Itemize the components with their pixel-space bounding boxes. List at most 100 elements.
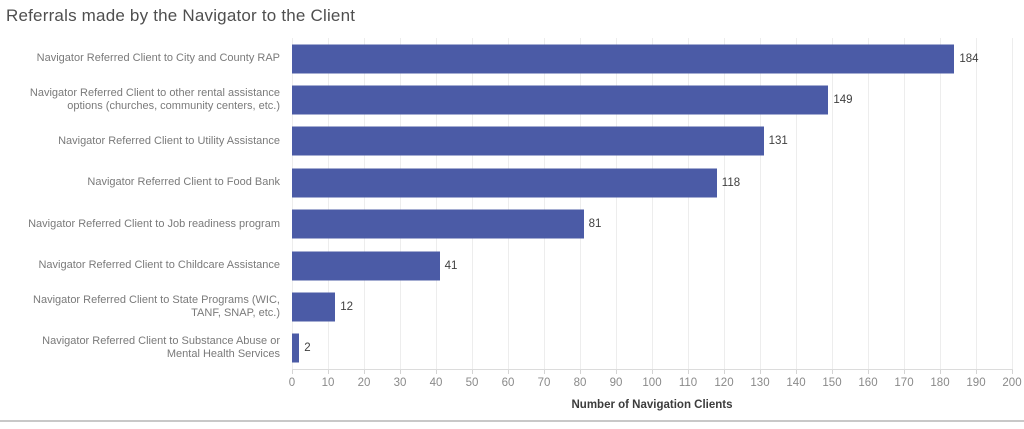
gridline-120 [724, 38, 725, 369]
x-tick-label-70: 70 [537, 377, 551, 389]
bar-5[interactable] [292, 251, 440, 281]
bar-value-label: 41 [444, 259, 458, 272]
gridline-10 [328, 38, 329, 369]
gridline-170 [904, 38, 905, 369]
x-tick-label-0: 0 [288, 377, 296, 389]
gridline-190 [976, 38, 977, 369]
gridline-100 [652, 38, 653, 369]
x-tick-label-50: 50 [465, 377, 479, 389]
x-tick-label-150: 150 [822, 377, 842, 389]
x-tick-label-160: 160 [858, 377, 878, 389]
x-tick-label-120: 120 [714, 377, 734, 389]
bar-value-label: 118 [721, 176, 741, 189]
gridline-160 [868, 38, 869, 369]
card-bottom-border [0, 420, 1024, 422]
x-tick-label-80: 80 [573, 377, 587, 389]
bar-0[interactable] [292, 44, 955, 74]
category-label: Navigator Referred Client to Substance A… [42, 335, 280, 361]
x-tick-mark-30 [400, 370, 401, 374]
gridline-60 [508, 38, 509, 369]
x-tick-mark-200 [1012, 370, 1013, 374]
bar-3[interactable] [292, 168, 717, 198]
gridline-200 [1012, 38, 1013, 369]
chart-title: Referrals made by the Navigator to the C… [6, 6, 356, 25]
category-axis: Navigator Referred Client to City and Co… [0, 38, 287, 369]
bar-7[interactable] [292, 333, 300, 363]
x-tick-label-100: 100 [642, 377, 662, 389]
category-label: Navigator Referred Client to City and Co… [36, 52, 280, 65]
bar-value-label: 2 [304, 342, 311, 355]
bar-row: 41 [292, 245, 1012, 286]
x-tick-mark-80 [580, 370, 581, 374]
x-tick-label-180: 180 [930, 377, 950, 389]
gridline-80 [580, 38, 581, 369]
x-tick-mark-100 [652, 370, 653, 374]
x-tick-mark-0 [292, 370, 293, 374]
bar-value-label: 184 [959, 52, 979, 65]
x-tick-mark-20 [364, 370, 365, 374]
bar-1[interactable] [292, 85, 829, 115]
bar-4[interactable] [292, 209, 584, 239]
bar-6[interactable] [292, 292, 336, 322]
gridline-90 [616, 38, 617, 369]
x-tick-mark-190 [976, 370, 977, 374]
x-tick-mark-110 [688, 370, 689, 374]
bar-row: 81 [292, 204, 1012, 245]
category-label: Navigator Referred Client to Utility Ass… [58, 134, 280, 147]
gridline-40 [436, 38, 437, 369]
x-tick-label-190: 190 [966, 377, 986, 389]
category-label: Navigator Referred Client to State Progr… [33, 293, 280, 319]
x-tick-mark-130 [760, 370, 761, 374]
x-axis-title: Number of Navigation Clients [571, 399, 733, 411]
bar-2[interactable] [292, 126, 764, 156]
bar-row: 131 [292, 121, 1012, 162]
gridline-50 [472, 38, 473, 369]
plot-area: 184 149 131 118 81 41 12 2 [292, 38, 1013, 369]
category-label: Navigator Referred Client to Food Bank [87, 176, 280, 189]
gridline-110 [688, 38, 689, 369]
gridline-70 [544, 38, 545, 369]
x-tick-mark-40 [436, 370, 437, 374]
x-tick-label-60: 60 [501, 377, 515, 389]
x-tick-mark-90 [616, 370, 617, 374]
gridline-20 [364, 38, 365, 369]
gridline-0 [292, 38, 293, 369]
x-tick-label-30: 30 [393, 377, 407, 389]
gridline-150 [832, 38, 833, 369]
x-tick-label-40: 40 [429, 377, 443, 389]
bar-value-label: 131 [768, 135, 788, 148]
x-tick-mark-50 [472, 370, 473, 374]
gridline-180 [940, 38, 941, 369]
bar-row: 2 [292, 328, 1012, 369]
x-tick-mark-70 [544, 370, 545, 374]
x-tick-label-140: 140 [786, 377, 806, 389]
category-label: Navigator Referred Client to Job readine… [28, 217, 280, 230]
x-tick-label-90: 90 [609, 377, 623, 389]
x-tick-mark-10 [328, 370, 329, 374]
category-label: Navigator Referred Client to other renta… [29, 87, 280, 113]
bar-row: 12 [292, 286, 1012, 327]
gridline-30 [400, 38, 401, 369]
x-tick-mark-160 [868, 370, 869, 374]
bar-row: 118 [292, 162, 1012, 203]
gridline-140 [796, 38, 797, 369]
x-tick-label-170: 170 [894, 377, 914, 389]
gridline-130 [760, 38, 761, 369]
x-tick-mark-170 [904, 370, 905, 374]
x-tick-label-110: 110 [678, 377, 698, 389]
x-tick-mark-140 [796, 370, 797, 374]
x-tick-mark-150 [832, 370, 833, 374]
x-tick-mark-60 [508, 370, 509, 374]
bar-value-label: 12 [340, 300, 353, 313]
category-label: Navigator Referred Client to Childcare A… [38, 259, 280, 272]
x-tick-mark-120 [724, 370, 725, 374]
x-axis-line [292, 369, 1013, 370]
x-tick-label-200: 200 [1002, 377, 1022, 389]
x-tick-label-10: 10 [321, 377, 335, 389]
bar-value-label: 149 [833, 94, 853, 107]
x-tick-label-130: 130 [750, 377, 770, 389]
bar-row: 149 [292, 79, 1012, 120]
x-tick-label-20: 20 [357, 377, 371, 389]
x-tick-mark-180 [940, 370, 941, 374]
